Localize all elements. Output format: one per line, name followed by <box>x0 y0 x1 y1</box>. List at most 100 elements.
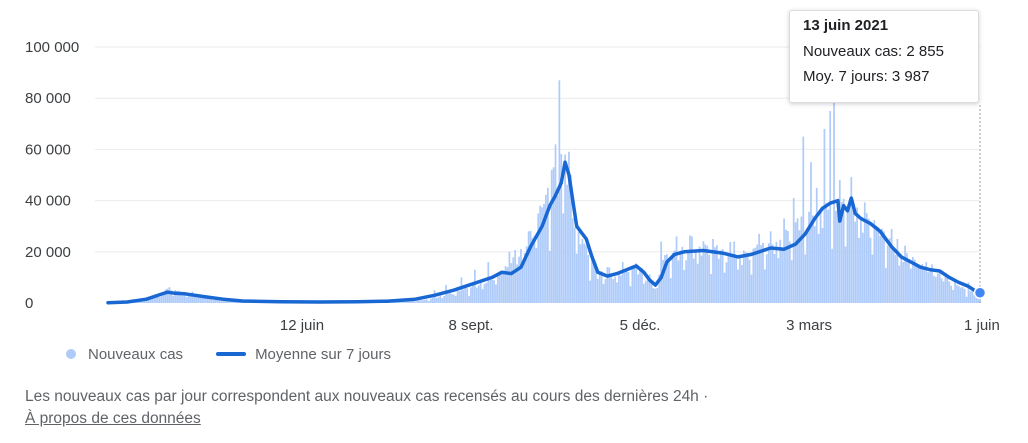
bar <box>571 218 574 303</box>
bar <box>504 266 507 303</box>
bar <box>506 267 509 303</box>
bar <box>466 288 469 303</box>
bar <box>575 253 578 303</box>
bar <box>861 232 864 303</box>
bar <box>961 287 964 303</box>
chart-tooltip: 13 juin 2021 Nouveaux cas: 2 855 Moy. 7 … <box>789 10 979 103</box>
bar <box>589 280 591 303</box>
bar <box>821 228 824 303</box>
bar <box>952 289 954 303</box>
bar <box>456 290 459 303</box>
x-tick-label: 12 juin <box>280 317 324 334</box>
bar <box>472 284 474 303</box>
bar <box>395 301 397 303</box>
x-tick-label: 1 juin <box>964 317 1000 334</box>
bar <box>437 297 440 303</box>
bar <box>865 213 868 303</box>
bar <box>591 259 593 303</box>
bar <box>677 260 680 303</box>
bar <box>904 245 906 303</box>
bar <box>815 187 818 303</box>
bar <box>977 294 979 303</box>
bar <box>593 261 595 303</box>
bar <box>656 287 659 303</box>
bar <box>896 239 899 303</box>
bar <box>483 284 486 303</box>
tooltip-new-cases: Nouveaux cas: 2 855 <box>803 43 944 60</box>
bar <box>452 294 455 303</box>
bar <box>817 233 820 303</box>
legend-item-7day-avg[interactable]: Moyenne sur 7 jours <box>216 346 391 363</box>
bar <box>560 154 563 303</box>
bar <box>208 297 211 303</box>
bar <box>429 298 432 303</box>
bar <box>652 288 655 303</box>
bar <box>804 254 807 303</box>
bar <box>716 245 718 303</box>
x-tick-label: 3 mars <box>786 317 832 334</box>
bar <box>669 278 672 303</box>
bar <box>856 207 858 303</box>
bar <box>172 295 175 303</box>
bar <box>873 220 876 303</box>
bar <box>594 263 597 303</box>
bar <box>147 299 150 303</box>
bar <box>587 255 590 303</box>
bar <box>447 292 449 303</box>
bar <box>909 268 912 303</box>
bar <box>911 256 914 303</box>
legend-item-new-cases[interactable]: Nouveaux cas <box>66 346 183 363</box>
bar <box>850 177 853 303</box>
bar <box>671 252 674 303</box>
bar <box>625 268 628 303</box>
bar <box>619 275 622 303</box>
bar <box>879 235 881 303</box>
bar <box>604 279 607 303</box>
bar <box>450 293 453 303</box>
bar <box>658 274 661 303</box>
bar <box>846 209 849 303</box>
bar <box>598 273 601 303</box>
bar <box>495 284 497 303</box>
bar <box>183 292 186 303</box>
bar <box>660 241 663 303</box>
bar <box>727 253 730 303</box>
bar <box>207 296 209 303</box>
bar <box>481 289 484 303</box>
bar <box>151 295 154 303</box>
chart-svg[interactable]: 100 000 80 000 60 000 40 000 20 000 0 12 juin 8… <box>0 0 1028 340</box>
bar <box>938 272 941 303</box>
bar <box>627 272 630 303</box>
bar <box>218 298 221 303</box>
bar <box>197 295 200 303</box>
bar <box>773 254 776 303</box>
bar <box>792 198 795 303</box>
bar <box>464 287 467 303</box>
bar <box>435 297 438 303</box>
bar <box>852 210 855 303</box>
bar <box>767 243 770 303</box>
bar <box>735 257 737 303</box>
bar <box>881 228 883 303</box>
bar <box>742 250 745 303</box>
bar <box>427 301 430 303</box>
bar <box>646 278 649 303</box>
bar <box>754 247 757 303</box>
about-data-link[interactable]: À propos de ces données <box>25 410 201 427</box>
bar <box>189 293 192 303</box>
bar <box>160 293 163 303</box>
bar <box>788 241 791 303</box>
bar <box>854 221 857 303</box>
bar <box>971 290 974 303</box>
bar <box>956 285 958 303</box>
bar <box>522 266 524 303</box>
bar <box>654 288 657 303</box>
bar <box>612 279 615 303</box>
bar <box>523 253 526 303</box>
bar <box>752 248 755 303</box>
bar <box>545 194 547 303</box>
bar <box>902 261 905 303</box>
bar <box>806 227 808 303</box>
bar <box>942 281 945 303</box>
bar <box>706 245 709 303</box>
